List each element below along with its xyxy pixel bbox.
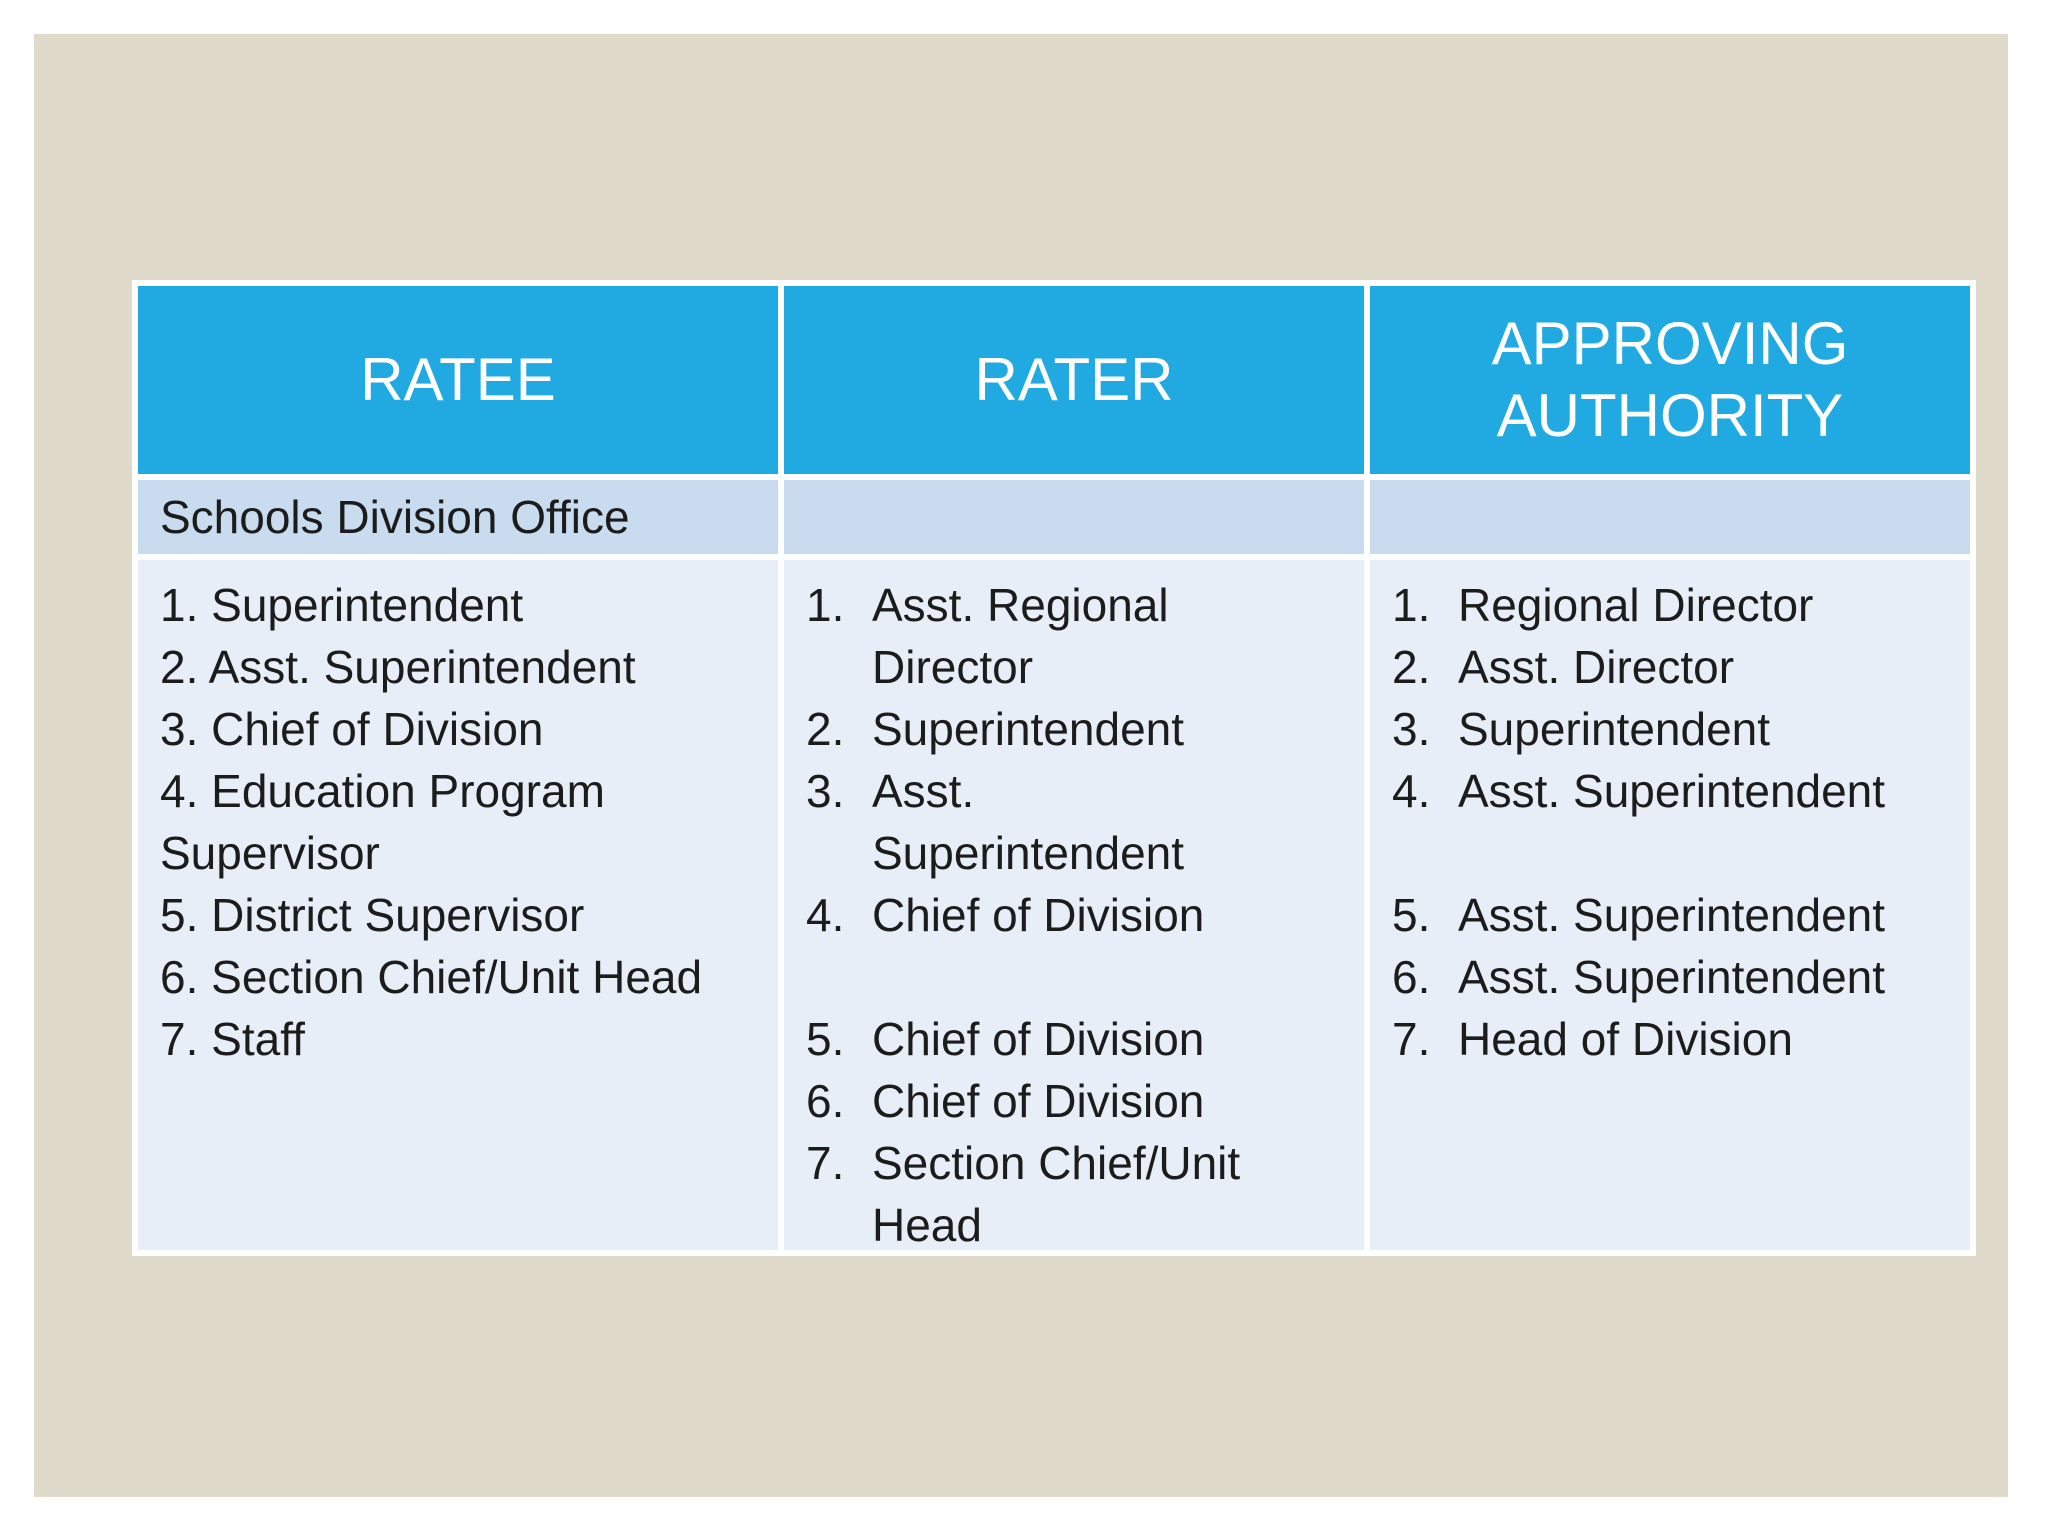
section-cell-schools-division-office: Schools Division Office	[138, 480, 778, 554]
list-item-text: Asst. Regional Director	[872, 579, 1169, 693]
list-item-number: 4.	[1392, 765, 1431, 817]
list-item: 3. Asst. Superintendent	[806, 760, 1344, 884]
section-cell-empty-rater	[784, 480, 1364, 554]
list-item-text: Superintendent	[1458, 703, 1771, 755]
list-item: 6. Asst. Superintendent	[1392, 946, 1950, 1008]
list-item: 3. Superintendent	[1392, 698, 1950, 760]
header-cell-approving-authority: APPROVING AUTHORITY	[1370, 286, 1970, 474]
body-cell-ratee: 1. Superintendent 2. Asst. Superintendent…	[138, 560, 778, 1250]
body-cell-rater: 1. Asst. Regional Director 2. Superintenden…	[784, 560, 1364, 1250]
list-item: 5. Asst. Superintendent	[1392, 884, 1950, 946]
list-item-number: 2.	[806, 703, 845, 755]
list-item: 2. Asst. Director	[1392, 636, 1950, 698]
list-item-number: 1.	[806, 579, 845, 631]
section-label: Schools Division Office	[160, 491, 630, 543]
list-item-text: Asst. Superintendent	[1458, 765, 1886, 817]
slide-canvas: RATEE RATER APPROVING AUTHORITY Schools …	[34, 34, 2008, 1497]
list-item: 2. Superintendent	[806, 698, 1344, 760]
list-item-number: 5.	[806, 1013, 845, 1065]
list-item-number: 6.	[1392, 951, 1431, 1003]
list-item-number: 2.	[1392, 641, 1431, 693]
rating-table: RATEE RATER APPROVING AUTHORITY Schools …	[132, 280, 1976, 1256]
list-item-text: Asst. Superintendent	[1458, 951, 1886, 1003]
list-item: 7. Head of Division	[1392, 1008, 1950, 1070]
list-item-number: 3.	[806, 765, 845, 817]
list-item: 7. Staff	[160, 1013, 305, 1065]
list-item-number: 1.	[1392, 579, 1431, 631]
list-item-number: 5.	[1392, 889, 1431, 941]
list-item-text: Asst. Superintendent	[872, 765, 1185, 879]
list-item: 3. Chief of Division	[160, 703, 544, 755]
body-cell-approving: 1. Regional Director 2. Asst. Director 3. Sup…	[1370, 560, 1970, 1250]
list-item-number: 4.	[806, 889, 845, 941]
list-item-number: 7.	[1392, 1013, 1431, 1065]
header-label-approving-authority: APPROVING AUTHORITY	[1491, 310, 1849, 449]
header-cell-ratee: RATEE	[138, 286, 778, 474]
list-item-number: 6.	[806, 1075, 845, 1127]
list-item: 7. Section Chief/Unit Head	[806, 1132, 1344, 1250]
list-item-text: Regional Director	[1458, 579, 1814, 631]
list-item-text: Chief of Division	[872, 1013, 1205, 1065]
list-item-text: Chief of Division	[872, 1075, 1205, 1127]
list-item: 6. Section Chief/Unit Head	[160, 951, 703, 1003]
list-item: 2. Asst. Superintendent	[160, 641, 636, 693]
list-item-number: 3.	[1392, 703, 1431, 755]
list-item: 4. Chief of Division	[806, 884, 1344, 946]
list-item: 5. Chief of Division	[806, 1008, 1344, 1070]
list-item: 1. Regional Director	[1392, 574, 1950, 636]
header-label-rater: RATER	[974, 346, 1174, 413]
header-cell-rater: RATER	[784, 286, 1364, 474]
list-item: 4. Asst. Superintendent	[1392, 760, 1950, 822]
list-item: 5. District Supervisor	[160, 889, 585, 941]
section-cell-empty-approving	[1370, 480, 1970, 554]
list-item: 6. Chief of Division	[806, 1070, 1344, 1132]
header-label-ratee: RATEE	[360, 346, 556, 413]
list-item-text: Chief of Division	[872, 889, 1205, 941]
list-item-text: Superintendent	[872, 703, 1185, 755]
list-item-text: Asst. Director	[1458, 641, 1735, 693]
list-item: 1. Superintendent	[160, 579, 524, 631]
list-item-text: Asst. Superintendent	[1458, 889, 1886, 941]
list-item-text: Head of Division	[1458, 1013, 1793, 1065]
list-item-number: 7.	[806, 1137, 845, 1189]
list-item: 4. Education Program Supervisor	[160, 765, 605, 879]
list-item: 1. Asst. Regional Director	[806, 574, 1344, 698]
list-item-text: Section Chief/Unit Head	[872, 1137, 1241, 1250]
